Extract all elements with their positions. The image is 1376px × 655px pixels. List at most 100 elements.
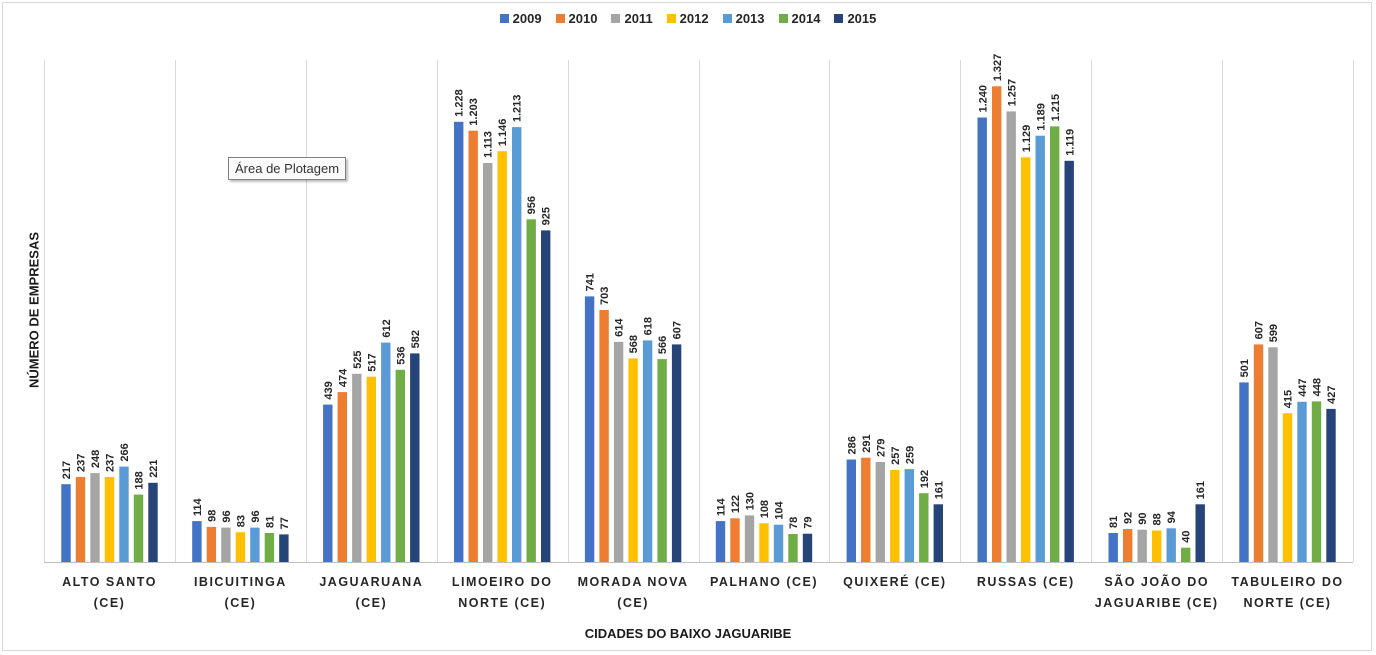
data-label: 114 xyxy=(716,497,728,516)
bar-2013 xyxy=(1035,135,1045,562)
bar-2011 xyxy=(613,341,624,562)
bar-2009 xyxy=(715,521,726,562)
data-label: 415 xyxy=(1283,390,1295,408)
legend-label: 2010 xyxy=(568,10,598,26)
bar-2015 xyxy=(1195,504,1205,562)
bar-2014 xyxy=(657,359,667,562)
category-label: SÃO JOÃO DO xyxy=(1104,574,1209,589)
category-label: NORTE (CE) xyxy=(1244,596,1332,610)
bar-2010 xyxy=(1253,344,1264,562)
category-label: MORADA NOVA xyxy=(578,575,689,589)
legend-item-2010: 2010 xyxy=(555,10,598,26)
bar-2012 xyxy=(497,151,507,562)
data-label: 1.257 xyxy=(1006,79,1018,107)
data-label: 525 xyxy=(352,350,364,368)
data-label: 81 xyxy=(1108,516,1120,528)
data-label: 83 xyxy=(235,515,247,527)
data-label: 90 xyxy=(1137,512,1149,524)
category-label: QUIXERÉ (CE) xyxy=(843,574,946,589)
bar-2014 xyxy=(395,369,405,562)
x-axis-title: CIDADES DO BAIXO JAGUARIBE xyxy=(584,626,792,641)
bar-2011 xyxy=(744,515,755,562)
data-label: 599 xyxy=(1268,324,1280,342)
data-label: 237 xyxy=(105,454,117,472)
bar-2009 xyxy=(61,484,71,562)
data-label: 81 xyxy=(264,516,276,528)
category-label: (CE) xyxy=(94,596,126,610)
category-label: IBICUITINGA xyxy=(194,575,287,589)
bar-2009 xyxy=(977,117,987,562)
bar-2012 xyxy=(628,358,638,562)
bar-2013 xyxy=(642,340,653,562)
data-label: 1.213 xyxy=(512,95,524,123)
data-label: 474 xyxy=(337,368,349,387)
bar-2010 xyxy=(468,130,478,562)
legend-item-2012: 2012 xyxy=(666,11,709,26)
legend-swatch xyxy=(611,13,621,23)
bar-2011 xyxy=(221,527,231,562)
bar-2013 xyxy=(1297,401,1307,562)
data-label: 161 xyxy=(1195,481,1207,499)
bar-2010 xyxy=(861,457,871,562)
bar-2013 xyxy=(119,466,129,562)
data-label: 612 xyxy=(381,319,393,337)
bar-2014 xyxy=(788,534,798,562)
bar-2011 xyxy=(875,462,885,562)
data-label: 114 xyxy=(192,497,204,516)
bar-2012 xyxy=(890,469,900,562)
category-label: LIMOEIRO DO xyxy=(452,575,553,589)
data-label: 96 xyxy=(221,510,233,522)
data-label: 517 xyxy=(366,353,378,371)
bar-2014 xyxy=(1050,126,1060,563)
data-label: 259 xyxy=(904,446,916,464)
category-label: JAGUARUANA xyxy=(319,575,423,589)
data-label: 582 xyxy=(410,330,422,348)
data-label: 956 xyxy=(526,196,538,214)
legend-item-2015: 2015 xyxy=(834,11,876,26)
bar-2010 xyxy=(599,310,609,562)
legend-swatch xyxy=(499,13,509,23)
data-label: 248 xyxy=(90,450,102,468)
legend-label: 2014 xyxy=(791,10,821,26)
data-label: 192 xyxy=(919,470,931,488)
data-label: 96 xyxy=(250,510,262,522)
bar-2010 xyxy=(206,526,217,562)
bar-2012 xyxy=(1021,157,1031,563)
bar-2015 xyxy=(1326,408,1336,562)
data-label: 122 xyxy=(730,495,742,513)
bar-2015 xyxy=(279,534,289,562)
bar-2011 xyxy=(90,473,100,562)
legend-swatch xyxy=(834,13,844,23)
category-label: (CE) xyxy=(617,596,649,610)
bar-2011 xyxy=(483,163,493,562)
bar-2012 xyxy=(235,532,246,562)
category-label: RUSSAS (CE) xyxy=(977,575,1075,589)
bar-2013 xyxy=(773,524,784,562)
data-label: 108 xyxy=(759,500,771,518)
data-label: 94 xyxy=(1166,510,1178,523)
legend-item-2011: 2011 xyxy=(611,11,653,26)
data-label: 1.119 xyxy=(1064,129,1076,156)
data-label: 188 xyxy=(133,471,145,489)
data-label: 266 xyxy=(119,443,131,461)
bar-2009 xyxy=(1108,533,1118,562)
data-label: 98 xyxy=(206,510,218,522)
data-label: 427 xyxy=(1326,386,1338,404)
data-label: 1.327 xyxy=(992,54,1004,82)
bar-2014 xyxy=(526,219,536,563)
bar-2014 xyxy=(1181,547,1191,562)
data-label: 536 xyxy=(395,346,407,364)
bar-2011 xyxy=(1006,111,1016,563)
data-label: 286 xyxy=(846,436,858,454)
legend-item-2014: 2014 xyxy=(778,10,821,26)
category-label: TABULEIRO DO xyxy=(1231,575,1343,589)
bar-2010 xyxy=(75,477,86,562)
data-label: 130 xyxy=(745,492,757,510)
bar-2012 xyxy=(1282,413,1293,562)
data-label: 568 xyxy=(628,335,640,353)
bar-2012 xyxy=(759,523,769,562)
data-label: 237 xyxy=(76,454,88,472)
bar-2010 xyxy=(730,518,740,562)
bar-2011 xyxy=(1137,529,1147,562)
